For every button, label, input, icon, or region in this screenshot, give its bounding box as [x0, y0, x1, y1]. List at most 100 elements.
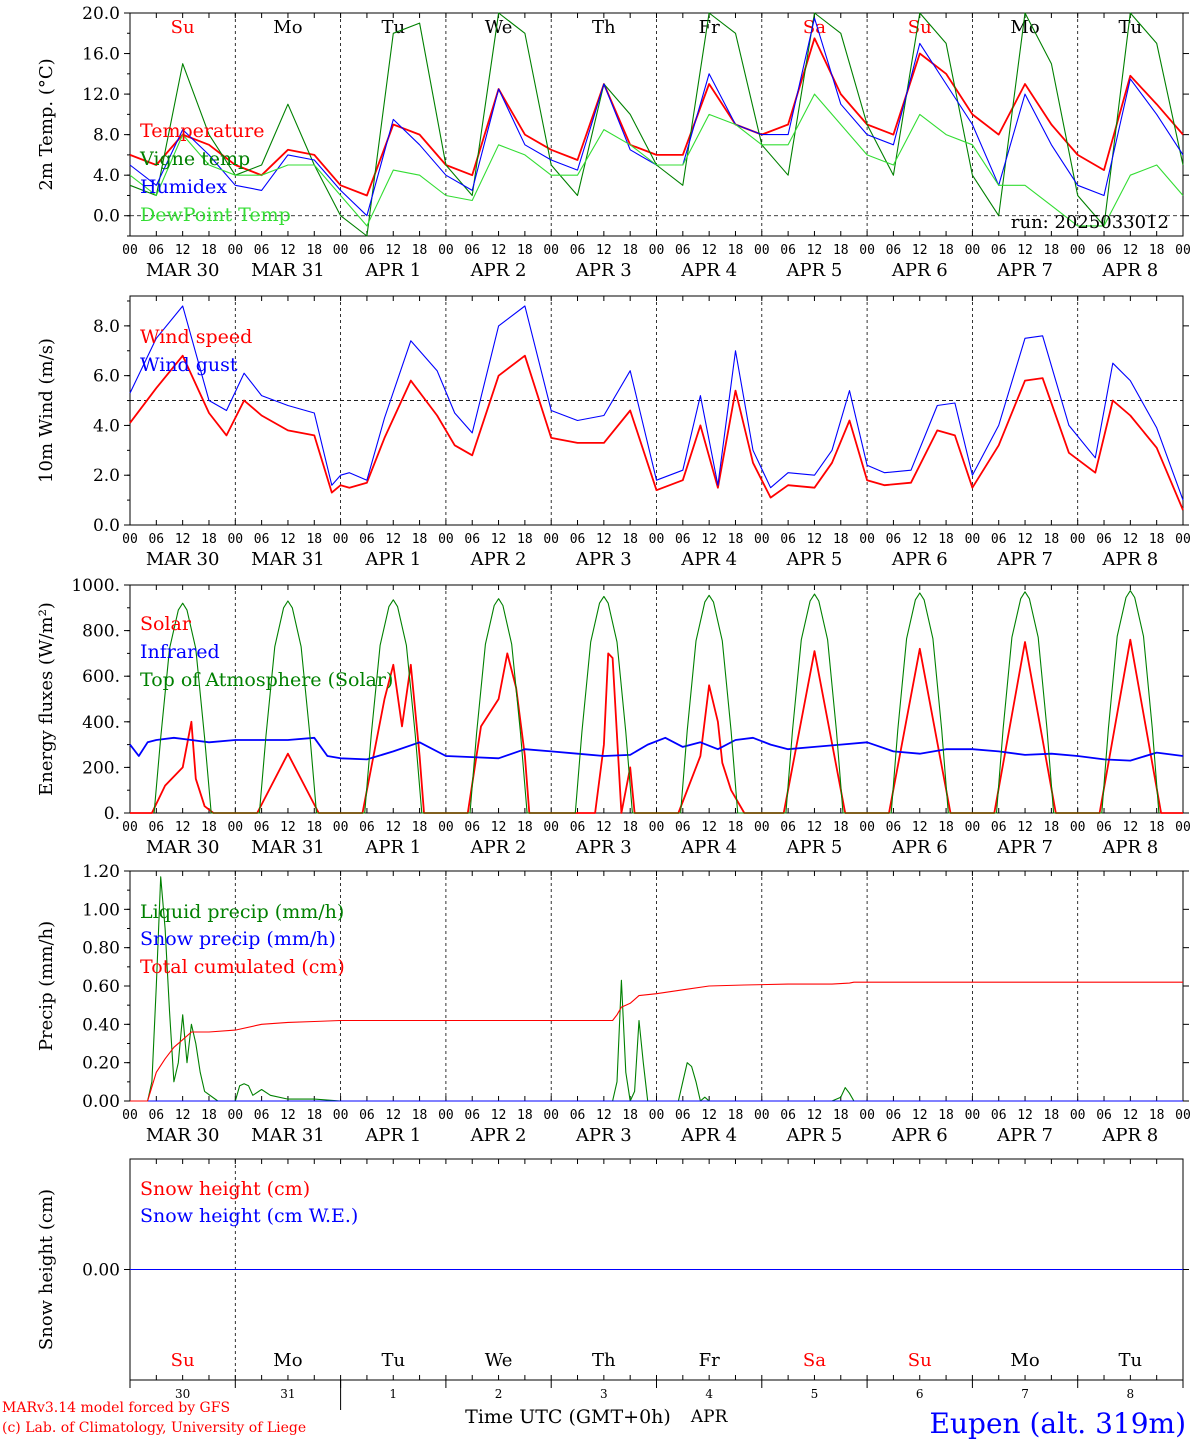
x-hour-label: 06: [359, 1108, 375, 1123]
x-hour-label: 12: [1017, 1108, 1033, 1123]
panel-temperature: 0.0 4.0 8.0 12.0 16.0 20.0 2m Temp. (°C) 00 06 12…: [36, 4, 1191, 281]
day-of-week-label: Sa: [803, 1350, 826, 1371]
x-hour-label: 12: [385, 243, 401, 258]
x-hour-label: 00: [649, 1108, 665, 1123]
x-hour-label: 12: [385, 532, 401, 547]
x-hour-label: 00: [227, 532, 243, 547]
x-hour-label: 00: [227, 820, 243, 835]
x-hour-label: 18: [517, 243, 533, 258]
panel-snow: 0.00 Snow height (cm) Snow height (cm) Snow…: [36, 1158, 1189, 1381]
y-tick-label: 8.0: [93, 317, 120, 337]
legend-entry: Temperature: [140, 120, 264, 142]
x-hour-label: 00: [754, 243, 770, 258]
x-date-label: APR 7: [996, 837, 1053, 858]
day-of-week-label: Mo: [273, 17, 302, 38]
x-hour-label: 06: [780, 1108, 796, 1123]
legend-entry: Humidex: [140, 176, 227, 198]
x-hour-label: 00: [1175, 820, 1191, 835]
x-hour-label: 06: [148, 243, 164, 258]
x-hour-label: 18: [728, 1108, 744, 1123]
plot-frame: [129, 12, 1184, 237]
footer-day-number: 7: [1021, 1387, 1029, 1401]
x-hour-label: 06: [464, 243, 480, 258]
series-line-total-cumulated-cm-: [130, 981, 1183, 1102]
x-hour-label: 18: [1044, 1108, 1060, 1123]
x-hour-label: 06: [675, 243, 691, 258]
x-date-label: APR 1: [364, 260, 421, 281]
x-hour-label: 06: [780, 820, 796, 835]
x-hour-label: 06: [780, 532, 796, 547]
x-hour-label: 18: [728, 820, 744, 835]
x-hour-label: 18: [1149, 1108, 1165, 1123]
x-hour-label: 06: [359, 820, 375, 835]
y-tick-label: 20.0: [82, 4, 120, 24]
x-hour-label: 00: [122, 820, 138, 835]
legend-entry: Snow precip (mm/h): [140, 928, 336, 950]
x-hour-label: 06: [1096, 243, 1112, 258]
series-line-infrared: [129, 736, 1184, 762]
x-hour-label: 06: [1096, 532, 1112, 547]
x-date-label: APR 3: [575, 837, 632, 858]
day-of-week-label: Mo: [1010, 1350, 1039, 1371]
x-hour-label: 06: [254, 532, 270, 547]
x-hour-label: 06: [359, 532, 375, 547]
x-hour-label: 18: [517, 532, 533, 547]
y-tick-label: 800.: [82, 622, 120, 642]
x-hour-label: 18: [622, 820, 638, 835]
location-label: Eupen (alt. 319m): [930, 1407, 1186, 1440]
x-date-label: APR 2: [470, 549, 527, 570]
x-hour-label: 00: [1070, 243, 1086, 258]
x-hour-label: 18: [306, 532, 322, 547]
time-axis-label: Time UTC (GMT+0h): [465, 1406, 671, 1428]
x-hour-label: 18: [1149, 820, 1165, 835]
x-date-label: APR 5: [786, 260, 843, 281]
x-hour-label: 00: [1070, 1108, 1086, 1123]
x-hour-label: 06: [675, 1108, 691, 1123]
x-hour-label: 18: [412, 820, 428, 835]
x-hour-label: 00: [859, 820, 875, 835]
x-date-label: APR 2: [470, 1125, 527, 1146]
x-hour-label: 06: [886, 1108, 902, 1123]
x-hour-label: 12: [701, 243, 717, 258]
x-hour-label: 18: [833, 1108, 849, 1123]
x-date-label: APR 6: [891, 1125, 948, 1146]
x-hour-label: 12: [1123, 532, 1139, 547]
x-hour-label: 18: [201, 820, 217, 835]
x-hour-label: 00: [122, 1108, 138, 1123]
x-hour-label: 18: [1044, 243, 1060, 258]
footer-day-number: 31: [280, 1387, 295, 1401]
x-hour-label: 12: [491, 820, 507, 835]
legend-entry: Snow height (cm W.E.): [140, 1205, 358, 1227]
x-date-label: APR 3: [575, 1125, 632, 1146]
x-hour-label: 06: [1096, 820, 1112, 835]
y-tick-label: 0.40: [82, 1015, 120, 1035]
x-hour-label: 00: [438, 1108, 454, 1123]
x-hour-label: 12: [1123, 820, 1139, 835]
y-tick-label: 0.00: [82, 1261, 120, 1281]
legend-entry: Solar: [140, 613, 192, 635]
y-tick-label: 1000.: [71, 576, 120, 596]
x-hour-label: 00: [1175, 1108, 1191, 1123]
x-date-label: MAR 30: [146, 837, 220, 858]
x-date-label: APR 4: [680, 549, 737, 570]
x-hour-label: 00: [965, 243, 981, 258]
x-hour-label: 00: [965, 532, 981, 547]
y-tick-label: 200.: [82, 758, 120, 778]
series-line-dewpoint-temp: [129, 93, 1184, 227]
footer-day-number: 4: [705, 1387, 713, 1401]
day-of-week-label: Mo: [1010, 17, 1039, 38]
x-hour-label: 00: [965, 1108, 981, 1123]
y-tick-label: 400.: [82, 713, 120, 733]
x-hour-label: 18: [833, 820, 849, 835]
day-of-week-label: Fr: [699, 17, 720, 38]
x-date-label: APR 1: [364, 837, 421, 858]
x-hour-label: 12: [912, 1108, 928, 1123]
x-hour-label: 18: [622, 532, 638, 547]
x-hour-label: 00: [649, 532, 665, 547]
x-hour-label: 06: [886, 243, 902, 258]
x-hour-label: 18: [412, 1108, 428, 1123]
panel-energy: 0. 200. 400. 600. 800. 1000. Energy fluxes (W/…: [36, 576, 1191, 858]
footer-month-label: APR: [690, 1407, 729, 1427]
x-hour-label: 18: [938, 243, 954, 258]
